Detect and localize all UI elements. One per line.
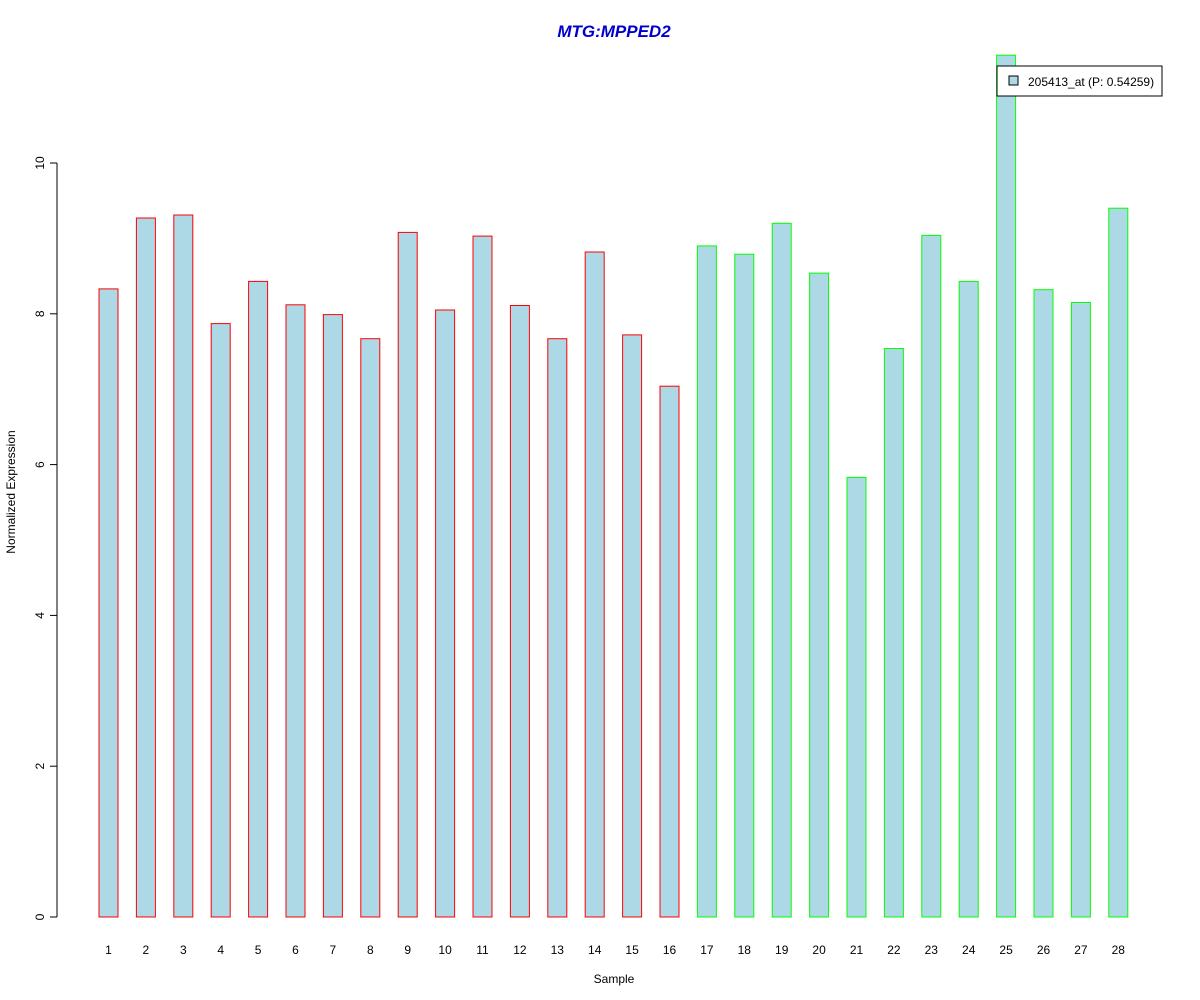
bar-sample-4 xyxy=(210,323,231,918)
x-tick-label: 2 xyxy=(143,943,150,957)
x-tick-label: 26 xyxy=(1037,943,1051,957)
bar-sample-3 xyxy=(173,214,194,918)
x-tick-label: 9 xyxy=(404,943,411,957)
x-tick-labels: 1 2 3 4 5 6 7 8 9 10 11 12 13 14 15 16 17 18 19 20 21 22 23 24 2… xyxy=(105,943,1125,957)
bars xyxy=(98,54,1129,918)
x-tick-label: 18 xyxy=(738,943,752,957)
bar-sample-20 xyxy=(809,272,830,918)
x-tick-label: 24 xyxy=(962,943,976,957)
x-tick-label: 19 xyxy=(775,943,789,957)
y-tick-label: 8 xyxy=(33,310,47,317)
x-tick-label: 15 xyxy=(625,943,639,957)
x-tick-label: 4 xyxy=(217,943,224,957)
bar-sample-22 xyxy=(883,348,904,918)
bar-sample-16 xyxy=(659,385,680,918)
x-tick-label: 13 xyxy=(551,943,565,957)
bar-sample-12 xyxy=(509,305,530,918)
bar-sample-6 xyxy=(285,304,306,918)
x-tick-label: 28 xyxy=(1112,943,1126,957)
x-tick-label: 16 xyxy=(663,943,677,957)
y-tick-label: 6 xyxy=(33,461,47,468)
legend: 205413_at (P: 0.54259) xyxy=(996,65,1163,97)
bar-sample-14 xyxy=(584,251,605,918)
bar-sample-9 xyxy=(397,231,418,918)
legend-swatch xyxy=(1008,75,1019,86)
bar-sample-27 xyxy=(1070,302,1091,918)
y-axis: 0 2 4 6 8 10 xyxy=(33,156,58,920)
y-tick-label: 0 xyxy=(33,913,47,920)
y-axis-label: Normalized Expression xyxy=(4,430,18,553)
x-tick-label: 7 xyxy=(330,943,337,957)
bar-sample-26 xyxy=(1033,289,1054,918)
legend-box xyxy=(996,65,1163,97)
bar-sample-17 xyxy=(696,245,717,918)
y-tick-label: 4 xyxy=(33,612,47,619)
x-tick-label: 23 xyxy=(925,943,939,957)
x-tick-label: 8 xyxy=(367,943,374,957)
x-tick-label: 1 xyxy=(105,943,112,957)
x-tick-label: 14 xyxy=(588,943,602,957)
chart-title: MTG:MPPED2 xyxy=(557,22,671,41)
x-tick-label: 20 xyxy=(812,943,826,957)
bar-sample-5 xyxy=(248,280,269,918)
x-tick-label: 10 xyxy=(438,943,452,957)
bar-sample-23 xyxy=(921,234,942,918)
bar-sample-19 xyxy=(771,222,792,918)
x-tick-label: 25 xyxy=(999,943,1013,957)
bar-sample-28 xyxy=(1108,207,1129,918)
bar-sample-13 xyxy=(547,338,568,918)
bar-sample-2 xyxy=(135,217,156,918)
x-tick-label: 11 xyxy=(476,943,489,957)
x-tick-label: 5 xyxy=(255,943,262,957)
x-tick-label: 21 xyxy=(850,943,864,957)
x-tick-label: 6 xyxy=(292,943,299,957)
bar-sample-11 xyxy=(472,235,493,918)
bar-sample-7 xyxy=(322,314,343,918)
bar-sample-24 xyxy=(958,280,979,918)
bar-sample-8 xyxy=(360,338,381,918)
x-axis-label: Sample xyxy=(594,972,635,986)
x-tick-label: 12 xyxy=(513,943,527,957)
bar-sample-25 xyxy=(996,54,1017,918)
bar-sample-15 xyxy=(622,334,643,918)
y-tick-label: 2 xyxy=(33,763,47,770)
bar-sample-10 xyxy=(435,309,456,918)
x-tick-label: 22 xyxy=(887,943,901,957)
x-tick-label: 27 xyxy=(1074,943,1088,957)
y-tick-label: 10 xyxy=(33,156,47,170)
legend-series-label: 205413_at (P: 0.54259) xyxy=(1028,75,1154,89)
bar-sample-18 xyxy=(734,253,755,918)
bar-sample-21 xyxy=(846,476,867,918)
bar-sample-1 xyxy=(98,288,119,918)
x-tick-label: 17 xyxy=(700,943,714,957)
x-tick-label: 3 xyxy=(180,943,187,957)
